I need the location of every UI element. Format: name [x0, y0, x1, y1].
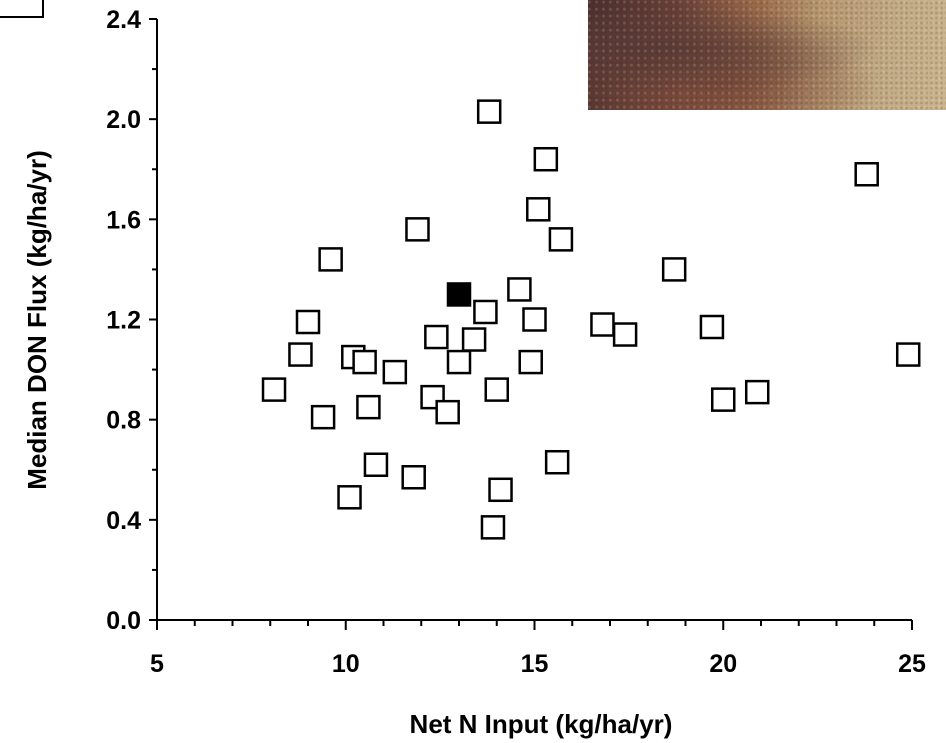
highlighted-data-point	[446, 282, 472, 307]
data-point	[473, 299, 498, 325]
data-point	[310, 404, 336, 430]
corner-box	[0, 0, 44, 18]
x-tick-label: 5	[150, 650, 164, 678]
x-tick-label: 25	[898, 650, 926, 678]
data-point	[612, 322, 638, 347]
x-tick-label: 15	[521, 650, 549, 678]
data-point	[544, 449, 570, 475]
data-point	[356, 394, 381, 420]
x-tick-label: 10	[332, 650, 360, 678]
data-point	[424, 324, 449, 350]
data-point	[461, 327, 487, 352]
data-point	[435, 399, 460, 425]
data-point	[518, 349, 543, 375]
data-point	[548, 227, 574, 252]
data-point	[699, 314, 725, 340]
data-point	[405, 217, 430, 242]
data-point	[288, 342, 313, 367]
y-tick-label: 0.0	[106, 607, 141, 635]
data-point	[484, 377, 509, 402]
x-axis-title: Net N Input (kg/ha/yr)	[410, 709, 673, 739]
data-point	[295, 309, 321, 335]
data-point	[711, 387, 736, 412]
data-point	[261, 377, 287, 402]
x-tick-label: 20	[709, 650, 737, 678]
y-tick-label: 2.4	[106, 6, 141, 34]
data-point	[337, 485, 362, 510]
data-points	[261, 99, 921, 540]
data-point	[352, 349, 377, 375]
data-point	[533, 146, 559, 172]
data-point	[382, 359, 408, 385]
data-point	[363, 452, 389, 477]
y-tick-label: 1.6	[106, 206, 141, 234]
data-point	[507, 277, 532, 302]
data-point	[480, 515, 506, 540]
data-point	[318, 247, 343, 272]
y-tick-label: 2.0	[106, 106, 141, 134]
axes: 0.0 0.4 0.8 1.2 1.6 2.0 2.4 5 10 15 20 25	[106, 6, 926, 678]
data-point	[401, 465, 426, 490]
data-point	[476, 99, 502, 124]
data-point	[590, 312, 615, 337]
photo-inset	[588, 0, 946, 110]
y-axis-title: Median DON Flux (kg/ha/yr)	[22, 150, 52, 490]
data-point	[526, 197, 551, 222]
data-point	[661, 257, 687, 282]
data-point	[488, 477, 513, 503]
data-point	[446, 349, 472, 375]
data-point	[854, 162, 879, 187]
data-point	[522, 307, 547, 332]
data-point	[895, 342, 921, 367]
data-point	[744, 379, 770, 405]
y-tick-label: 1.2	[106, 307, 141, 335]
y-tick-label: 0.4	[106, 507, 141, 535]
y-tick-label: 0.8	[106, 407, 141, 435]
